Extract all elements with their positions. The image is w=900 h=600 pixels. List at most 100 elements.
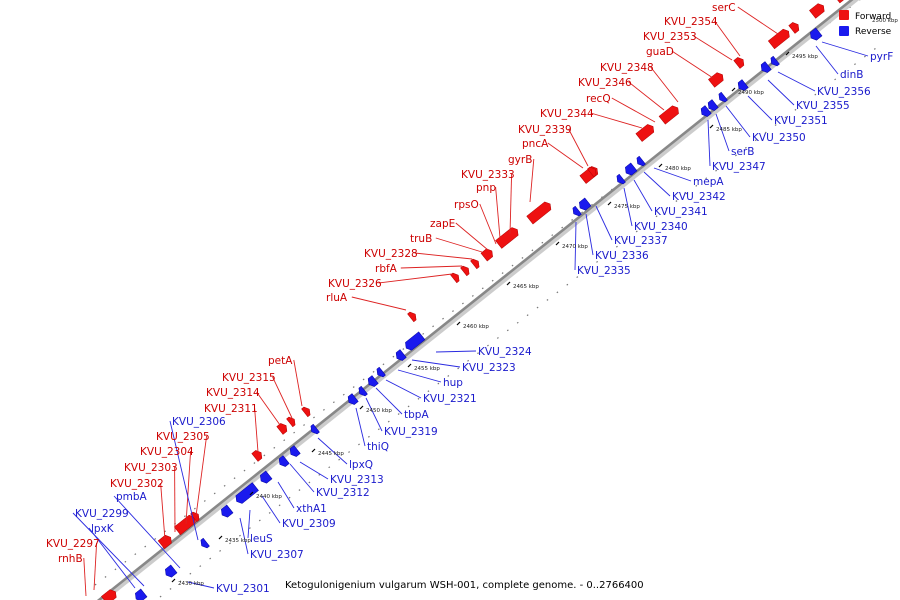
forward-gene[interactable]	[251, 449, 264, 462]
reverse-gene[interactable]	[163, 564, 178, 579]
gene-label[interactable]: KVU_2309	[282, 518, 336, 530]
gene-label[interactable]: KVU_2306	[172, 416, 226, 428]
gene-label[interactable]: gyrB	[508, 154, 532, 166]
gene-label[interactable]: KVU_2340	[634, 221, 688, 233]
forward-gene[interactable]	[767, 27, 791, 50]
gene-label[interactable]: KVU_2351	[774, 115, 828, 127]
forward-gene[interactable]	[809, 2, 826, 19]
forward-gene[interactable]	[276, 422, 289, 435]
gene-label[interactable]: KVU_2313	[330, 474, 384, 486]
gene-label[interactable]: KVU_2353	[643, 31, 697, 43]
reverse-gene[interactable]	[615, 173, 626, 186]
gene-label[interactable]: mepA	[693, 176, 724, 188]
reverse-gene[interactable]	[234, 482, 259, 506]
reverse-gene[interactable]	[759, 61, 772, 75]
reverse-gene[interactable]	[635, 155, 646, 168]
gene-label[interactable]: serC	[712, 2, 736, 14]
forward-gene[interactable]	[301, 405, 313, 418]
gene-label[interactable]: KVU_2307	[250, 549, 304, 561]
reverse-gene[interactable]	[288, 445, 301, 459]
reverse-gene[interactable]	[577, 197, 592, 212]
reverse-gene[interactable]	[258, 470, 273, 485]
reverse-gene[interactable]	[706, 99, 719, 113]
gene-label[interactable]: rpsO	[454, 199, 479, 211]
reverse-gene[interactable]	[808, 27, 823, 42]
reverse-gene[interactable]	[199, 537, 210, 550]
reverse-gene[interactable]	[375, 366, 386, 379]
gene-label[interactable]: truB	[410, 233, 432, 245]
forward-gene[interactable]	[286, 415, 298, 428]
forward-gene[interactable]	[480, 247, 495, 262]
gene-label[interactable]: guaD	[646, 46, 674, 58]
gene-label[interactable]: KVU_2335	[577, 265, 631, 277]
forward-gene[interactable]	[470, 257, 482, 270]
reverse-gene[interactable]	[717, 91, 728, 104]
gene-label[interactable]: lpxQ	[349, 459, 373, 471]
gene-label[interactable]: rluA	[326, 292, 348, 304]
gene-label[interactable]: pyrF	[870, 51, 893, 63]
forward-gene[interactable]	[708, 71, 725, 88]
reverse-gene[interactable]	[769, 55, 780, 68]
gene-label[interactable]: KVU_2355	[796, 100, 850, 112]
reverse-gene[interactable]	[623, 162, 638, 177]
gene-label[interactable]: KVU_2347	[712, 161, 766, 173]
gene-label[interactable]: KVU_2303	[124, 462, 178, 474]
gene-label[interactable]: KVU_2321	[423, 393, 477, 405]
forward-gene[interactable]	[460, 264, 472, 277]
gene-label[interactable]: KVU_2350	[752, 132, 806, 144]
reverse-gene[interactable]	[357, 385, 368, 398]
gene-label[interactable]: KVU_2328	[364, 248, 418, 260]
reverse-gene[interactable]	[309, 423, 320, 436]
gene-label[interactable]: pmbA	[116, 491, 148, 503]
forward-gene[interactable]	[495, 226, 521, 249]
gene-label[interactable]: tbpA	[404, 409, 429, 421]
gene-label[interactable]: KVU_2337	[614, 235, 668, 247]
gene-label[interactable]: KVU_2323	[462, 362, 516, 374]
gene-label[interactable]: dinB	[840, 69, 863, 81]
reverse-gene[interactable]	[736, 79, 749, 93]
gene-label[interactable]: KVU_2305	[156, 431, 210, 443]
forward-gene[interactable]	[587, 165, 599, 178]
gene-label[interactable]: KVU_2344	[540, 108, 594, 120]
gene-label[interactable]: KVU_2346	[578, 77, 632, 89]
gene-label[interactable]: lpxK	[91, 523, 115, 535]
gene-label[interactable]: leuS	[250, 533, 273, 545]
forward-gene[interactable]	[635, 122, 656, 142]
forward-gene[interactable]	[833, 0, 853, 4]
gene-label[interactable]: KVU_2312	[316, 487, 370, 499]
gene-label[interactable]: petA	[268, 355, 293, 367]
gene-label[interactable]: KVU_2314	[206, 387, 260, 399]
gene-label[interactable]: recQ	[586, 93, 611, 105]
gene-label[interactable]: KVU_2297	[46, 538, 100, 550]
forward-gene[interactable]	[407, 310, 419, 323]
gene-label[interactable]: KVU_2315	[222, 372, 276, 384]
gene-label[interactable]: KVU_2324	[478, 346, 532, 358]
forward-gene[interactable]	[526, 200, 554, 225]
forward-gene[interactable]	[788, 21, 801, 34]
gene-label[interactable]: KVU_2342	[672, 191, 726, 203]
reverse-gene[interactable]	[699, 105, 712, 119]
gene-label[interactable]: KVU_2302	[110, 478, 164, 490]
gene-label[interactable]: KVU_2354	[664, 16, 718, 28]
reverse-gene[interactable]	[403, 331, 426, 352]
gene-label[interactable]: pncA	[522, 138, 549, 150]
gene-label[interactable]: xthA1	[296, 503, 327, 515]
forward-gene[interactable]	[733, 56, 746, 69]
gene-label[interactable]: rnhB	[58, 553, 83, 565]
reverse-gene[interactable]	[366, 375, 379, 389]
gene-label[interactable]: KVU_2301	[216, 583, 270, 595]
forward-gene[interactable]	[658, 104, 681, 125]
gene-label[interactable]: KVU_2341	[654, 206, 708, 218]
gene-label[interactable]: KVU_2326	[328, 278, 382, 290]
gene-label[interactable]: KVU_2336	[595, 250, 649, 262]
gene-label[interactable]: KVU_2356	[817, 86, 871, 98]
reverse-gene[interactable]	[133, 588, 148, 600]
gene-label[interactable]: rbfA	[375, 263, 398, 275]
gene-label[interactable]: KVU_2311	[204, 403, 258, 415]
forward-gene[interactable]	[157, 533, 174, 550]
gene-label[interactable]: KVU_2348	[600, 62, 654, 74]
forward-gene[interactable]	[450, 271, 462, 284]
reverse-gene[interactable]	[277, 455, 290, 469]
reverse-gene[interactable]	[346, 393, 359, 407]
gene-label[interactable]: KVU_2304	[140, 446, 194, 458]
